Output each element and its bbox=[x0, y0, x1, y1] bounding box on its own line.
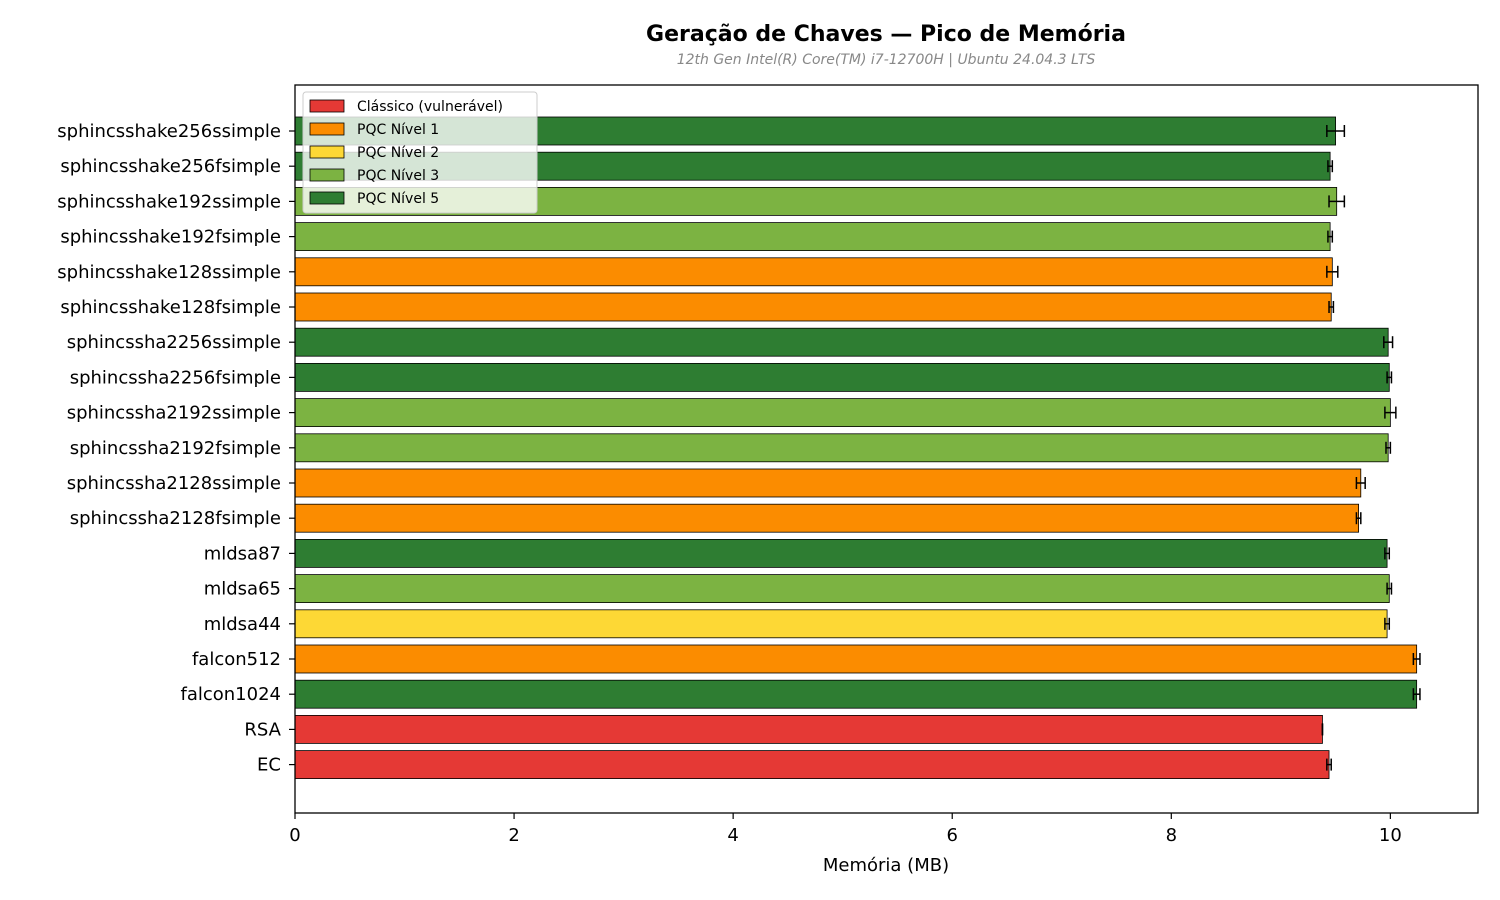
legend-swatch bbox=[309, 168, 345, 182]
category-label: sphincsshake256fsimple bbox=[60, 156, 281, 177]
x-tick-label: 0 bbox=[289, 825, 300, 846]
error-bar-sphincsshake192ssimple bbox=[1328, 195, 1346, 208]
category-label: sphincssha2256fsimple bbox=[70, 367, 281, 388]
legend-item: PQC Nível 5 bbox=[309, 191, 439, 207]
bar-sphincssha2128fsimple bbox=[294, 503, 1360, 533]
x-tick-label: 8 bbox=[1166, 825, 1177, 846]
error-bar-mldsa65 bbox=[1386, 582, 1393, 595]
error-bar-sphincsshake256ssimple bbox=[1326, 125, 1346, 137]
error-bar-sphincssha2128fsimple bbox=[1355, 512, 1362, 525]
error-bars-layer bbox=[1321, 125, 1421, 771]
bar-mldsa87 bbox=[294, 539, 1388, 568]
bar-sphincsshake128fsimple bbox=[294, 292, 1332, 322]
bar-sphincssha2192ssimple bbox=[294, 398, 1391, 428]
bar-RSA bbox=[294, 715, 1323, 744]
bar-falcon512 bbox=[294, 644, 1418, 674]
legend-label: PQC Nível 3 bbox=[357, 168, 439, 184]
bar-sphincssha2256fsimple bbox=[294, 362, 1390, 392]
chart-subtitle: 12th Gen Intel(R) Core(TM) i7-12700H | U… bbox=[677, 52, 1096, 68]
error-bar-falcon512 bbox=[1412, 653, 1421, 665]
error-bar-sphincsshake256fsimple bbox=[1327, 160, 1334, 173]
bar-sphincssha2128ssimple bbox=[294, 468, 1362, 498]
plot-frame bbox=[294, 84, 1479, 814]
x-axis-label: Memória (MB) bbox=[823, 855, 949, 876]
x-tick-label: 6 bbox=[946, 825, 957, 846]
legend-item: PQC Nível 2 bbox=[309, 145, 439, 161]
category-label: mldsa87 bbox=[204, 543, 281, 564]
category-label: mldsa44 bbox=[204, 614, 281, 635]
error-bar-sphincssha2192fsimple bbox=[1385, 441, 1392, 454]
legend-swatch bbox=[309, 122, 345, 136]
error-bar-sphincsshake128fsimple bbox=[1328, 301, 1335, 313]
category-label: sphincsshake192ssimple bbox=[57, 191, 281, 212]
legend: Clássico (vulnerável) PQC Nível 1 PQC Níve… bbox=[302, 91, 538, 214]
error-bar-sphincsshake128ssimple bbox=[1326, 265, 1339, 278]
category-labels: sphincsshake256ssimple sphincsshake256fsi… bbox=[57, 121, 295, 776]
bar-sphincsshake192fsimple bbox=[294, 222, 1331, 252]
x-axis-ticks: 0 2 4 6 8 10 bbox=[289, 813, 1402, 846]
category-label: sphincssha2128fsimple bbox=[70, 508, 281, 529]
legend-swatch bbox=[309, 99, 345, 113]
category-label: falcon1024 bbox=[181, 684, 282, 705]
bar-EC bbox=[294, 750, 1330, 779]
error-bar-sphincssha2128ssimple bbox=[1355, 477, 1366, 489]
legend-item: Clássico (vulnerável) bbox=[309, 99, 503, 115]
legend-box bbox=[302, 91, 538, 214]
chart-title: Geração de Chaves — Pico de Memória bbox=[646, 22, 1126, 47]
error-bar-sphincssha2256ssimple bbox=[1383, 336, 1394, 349]
category-label: sphincsshake128fsimple bbox=[60, 297, 281, 318]
legend-label: PQC Nível 5 bbox=[357, 191, 439, 207]
bar-mldsa44 bbox=[294, 609, 1388, 639]
category-label: sphincssha2256ssimple bbox=[67, 332, 281, 353]
error-bar-mldsa44 bbox=[1384, 617, 1391, 630]
legend-label: PQC Nível 1 bbox=[357, 122, 439, 138]
bar-falcon1024 bbox=[294, 679, 1418, 709]
category-label: sphincsshake256ssimple bbox=[57, 121, 281, 142]
error-bar-sphincsshake192fsimple bbox=[1327, 230, 1334, 243]
error-bar-falcon1024 bbox=[1412, 688, 1421, 701]
category-label: sphincssha2128ssimple bbox=[67, 473, 281, 494]
bar-sphincsshake128ssimple bbox=[294, 257, 1333, 287]
legend-label: Clássico (vulnerável) bbox=[357, 99, 503, 115]
bars-layer bbox=[294, 116, 1418, 779]
x-tick-label: 10 bbox=[1379, 825, 1402, 846]
error-bar-EC bbox=[1326, 758, 1332, 771]
category-label: falcon512 bbox=[192, 649, 281, 670]
category-label: mldsa65 bbox=[204, 579, 281, 600]
bar-mldsa65 bbox=[294, 574, 1390, 603]
x-tick-label: 4 bbox=[727, 825, 738, 846]
legend-item: PQC Nível 1 bbox=[309, 122, 439, 138]
legend-item: PQC Nível 3 bbox=[309, 168, 439, 184]
error-bar-mldsa87 bbox=[1384, 547, 1391, 560]
x-tick-label: 2 bbox=[508, 825, 519, 846]
category-label: sphincssha2192fsimple bbox=[70, 438, 281, 459]
bar-sphincssha2192fsimple bbox=[294, 433, 1389, 463]
bar-sphincssha2256ssimple bbox=[294, 327, 1389, 357]
category-label: sphincsshake192fsimple bbox=[60, 227, 281, 248]
legend-label: PQC Nível 2 bbox=[357, 145, 439, 161]
category-label: EC bbox=[257, 755, 281, 776]
legend-swatch bbox=[309, 191, 345, 205]
category-label: sphincssha2192ssimple bbox=[67, 403, 281, 424]
category-label: sphincsshake128ssimple bbox=[57, 262, 281, 283]
error-bar-sphincssha2192ssimple bbox=[1384, 406, 1397, 419]
category-label: RSA bbox=[244, 719, 281, 740]
error-bar-sphincssha2256fsimple bbox=[1386, 371, 1393, 384]
legend-swatch bbox=[309, 145, 345, 159]
